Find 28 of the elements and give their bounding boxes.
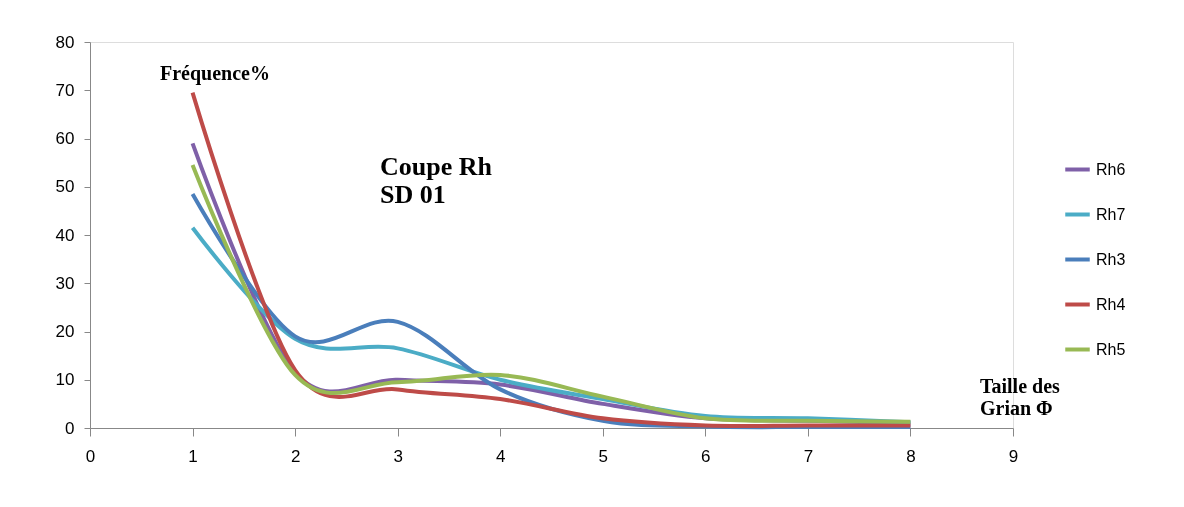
text: Coupe Rh SD 01 bbox=[380, 152, 493, 209]
y-tick-label: 60 bbox=[55, 129, 75, 148]
line-series bbox=[190, 90, 913, 429]
legend-label: Rh4 bbox=[1096, 295, 1126, 313]
legend-label: Rh6 bbox=[1096, 160, 1126, 178]
x-tick-label: 7 bbox=[803, 446, 814, 466]
y-tick-label: 10 bbox=[55, 370, 75, 390]
y-tick-label: 20 bbox=[55, 322, 75, 341]
y-tick-label: 30 bbox=[55, 273, 75, 293]
x-tick-label: 8 bbox=[906, 446, 916, 466]
y-tick-label: 70 bbox=[55, 80, 75, 100]
x-tick-label: 3 bbox=[393, 446, 403, 466]
legend-label: Rh7 bbox=[1096, 205, 1126, 223]
legend-label: Rh5 bbox=[1096, 340, 1126, 358]
x-tick-label: 6 bbox=[701, 446, 711, 466]
x-tick-label: 9 bbox=[1008, 446, 1019, 466]
x-tick-label: 0 bbox=[85, 446, 96, 466]
legend-label: Rh3 bbox=[1096, 250, 1126, 268]
y-tick-label: 50 bbox=[55, 177, 75, 197]
x-tick-label: 5 bbox=[598, 446, 609, 466]
y-axis-title: Fréquence% bbox=[160, 62, 270, 85]
x-tick-label: 4 bbox=[495, 446, 506, 466]
x-tick-label: 1 bbox=[188, 446, 198, 466]
x-tick-label: 2 bbox=[290, 446, 301, 466]
x-axis-title: Taille des Grian Φ bbox=[980, 375, 1061, 419]
y-tick-label: 40 bbox=[55, 225, 75, 245]
y-tick-label: 80 bbox=[55, 32, 75, 52]
y-tick-label: 0 bbox=[65, 418, 75, 438]
